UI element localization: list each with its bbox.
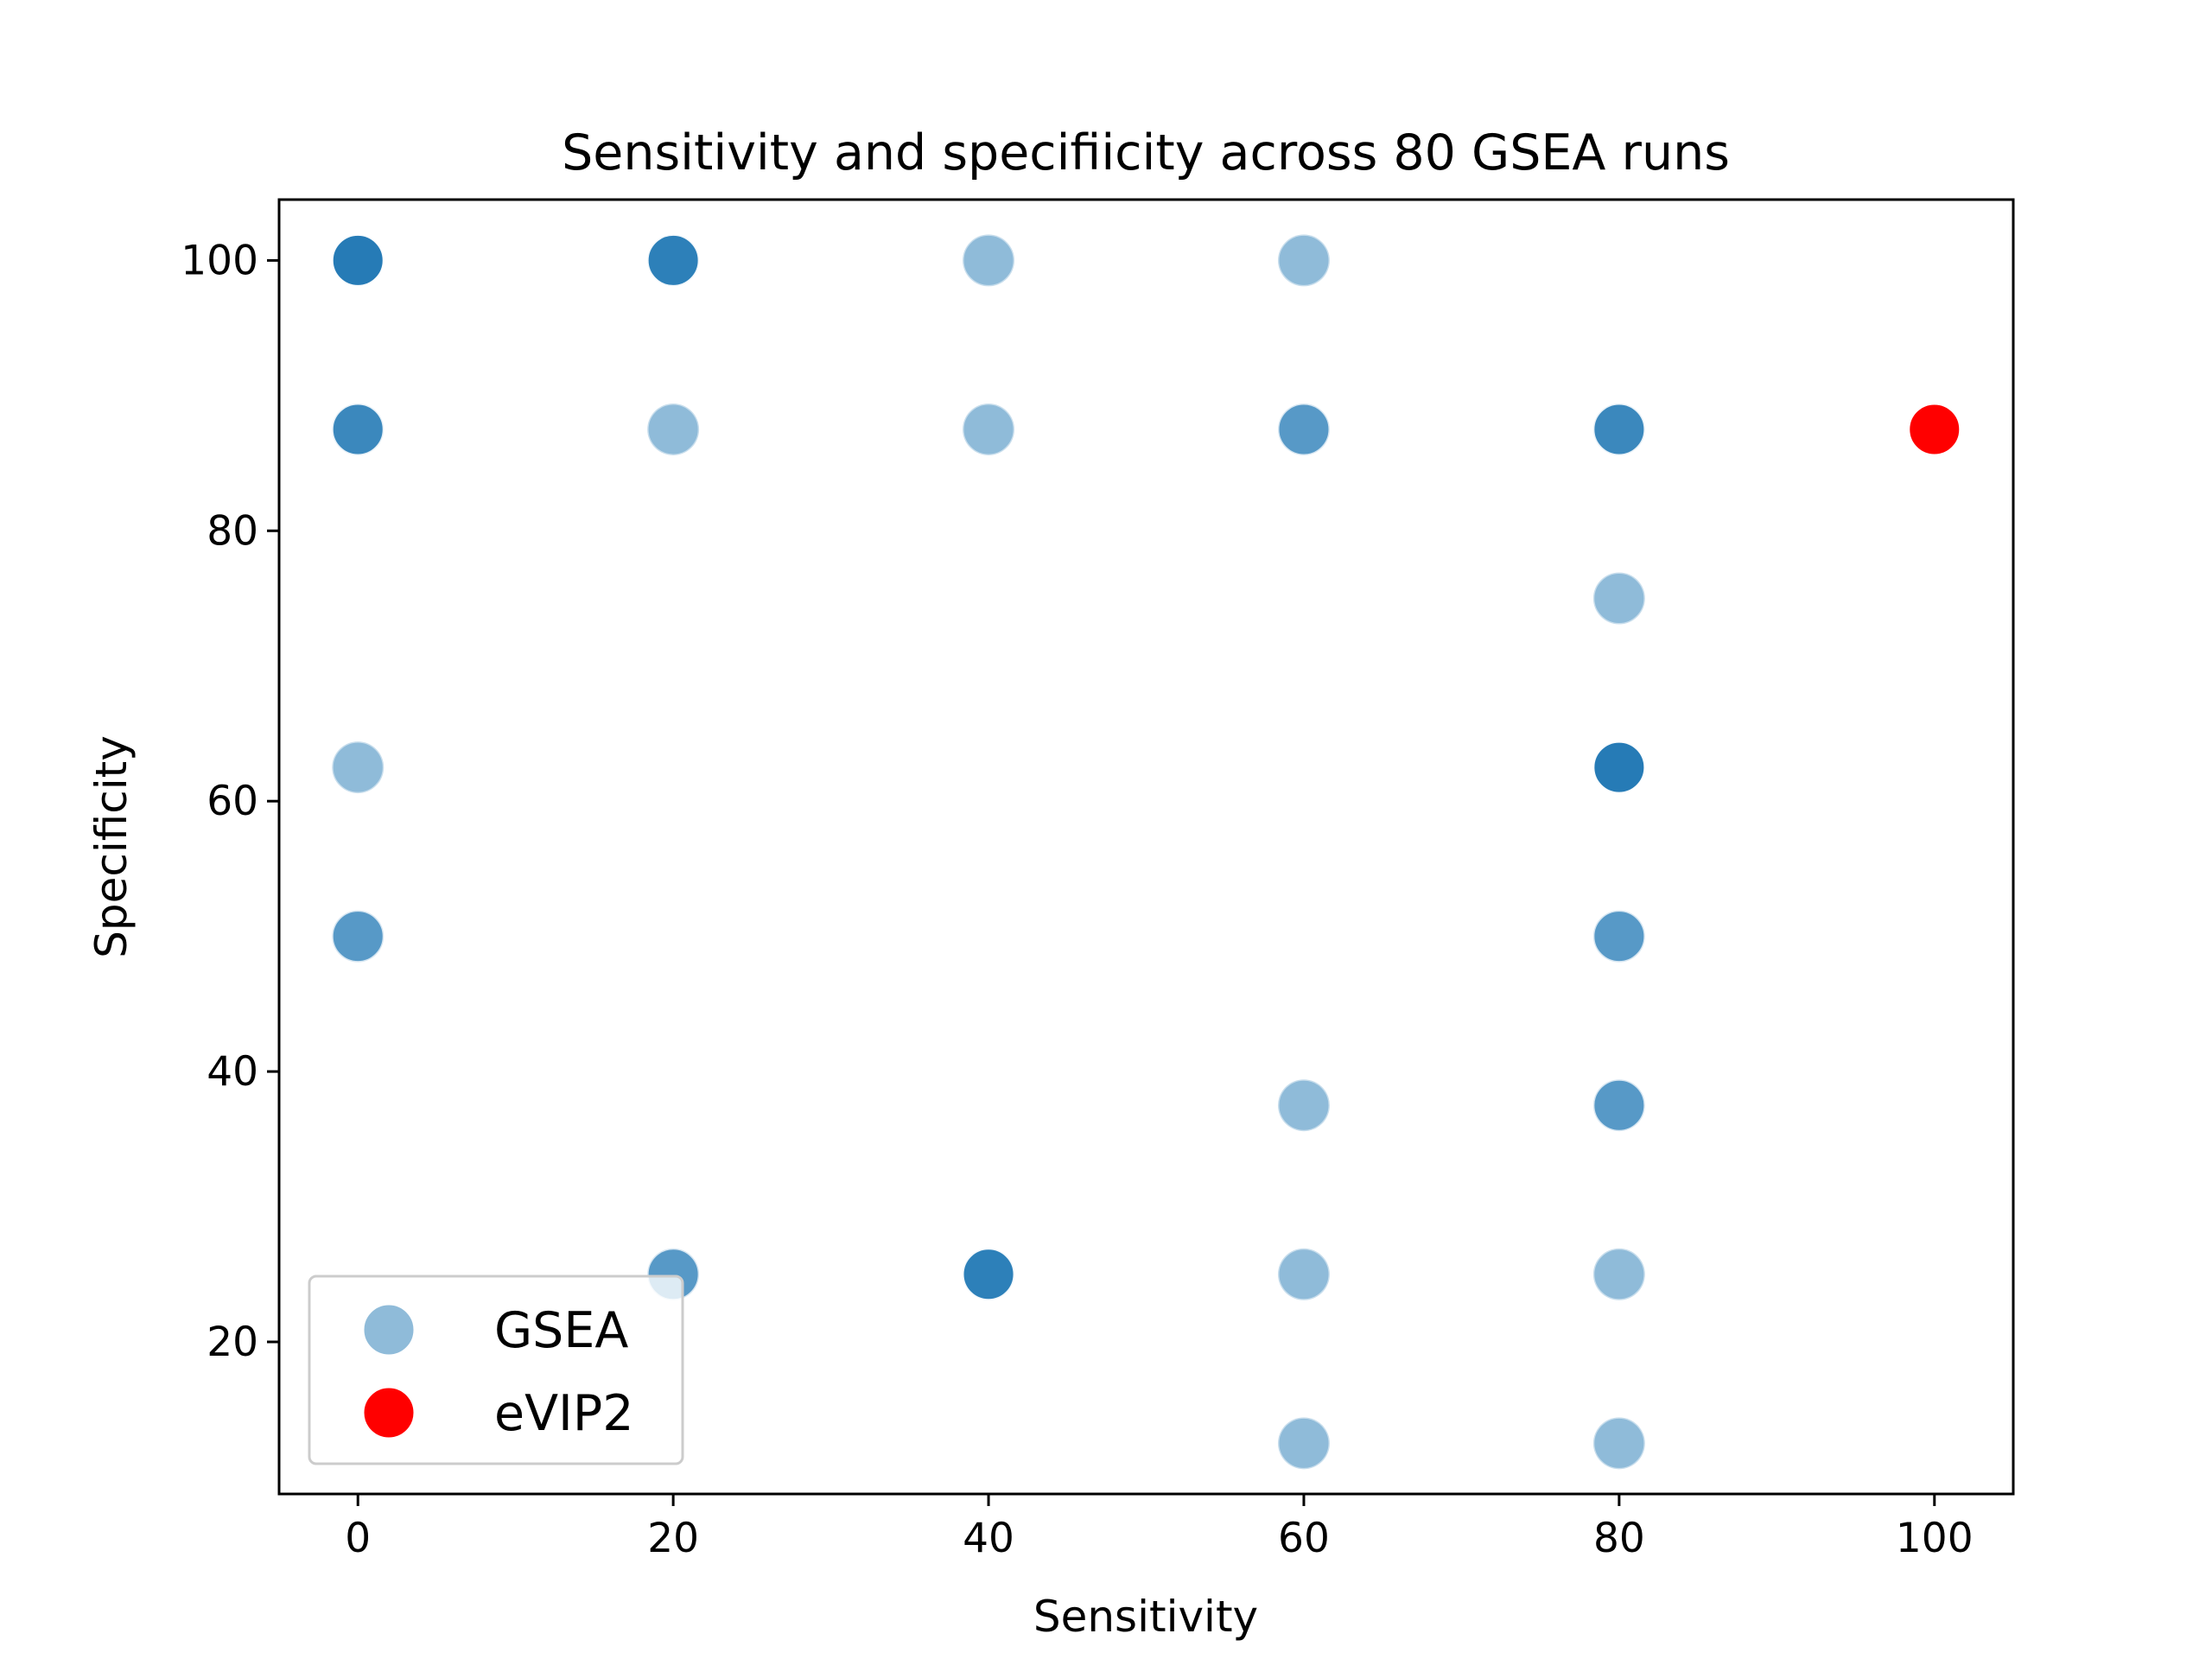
point-0-16 [1592, 571, 1647, 626]
point-0-14 [1276, 1415, 1332, 1471]
point-0-18 [1592, 909, 1647, 964]
series-0 [330, 232, 1647, 1471]
point-0-7 [961, 232, 1016, 288]
legend-label-0: GSEA [494, 1302, 628, 1359]
y-tick-label-4: 100 [181, 237, 258, 284]
x-tick-label-0: 0 [345, 1515, 371, 1562]
point-0-21 [1592, 1415, 1647, 1471]
legend-marker-1 [361, 1385, 416, 1440]
point-1-0 [1907, 402, 1962, 457]
y-axis-label: Specificity [86, 735, 137, 958]
point-0-8 [961, 402, 1016, 457]
point-0-13 [1276, 1247, 1332, 1302]
y-tick-label-3: 80 [207, 507, 258, 555]
legend-marker-0 [361, 1302, 416, 1357]
point-0-9 [961, 1247, 1016, 1302]
point-0-0 [330, 232, 385, 288]
point-0-12 [1276, 1077, 1332, 1133]
axis-ticks: 0 20 40 60 80 100 20 40 60 80 100 [181, 237, 1973, 1562]
point-0-5 [645, 402, 701, 457]
chart-title: Sensitivity and specifiicity across 80 G… [562, 124, 1730, 181]
point-0-1 [330, 402, 385, 457]
point-0-11 [1276, 402, 1332, 457]
legend-label-1: eVIP2 [494, 1385, 634, 1442]
point-0-15 [1592, 402, 1647, 457]
point-0-19 [1592, 1077, 1647, 1133]
x-axis-label: Sensitivity [1033, 1592, 1258, 1642]
x-tick-label-4: 80 [1593, 1515, 1645, 1562]
point-0-17 [1592, 740, 1647, 795]
y-tick-label-2: 60 [207, 778, 258, 825]
x-tick-label-5: 100 [1896, 1515, 1974, 1562]
point-0-2 [330, 740, 385, 795]
point-0-4 [645, 232, 701, 288]
point-0-20 [1592, 1247, 1647, 1302]
legend: GSEA eVIP2 [308, 1274, 684, 1465]
y-tick-label-0: 20 [207, 1319, 258, 1366]
x-tick-label-3: 60 [1278, 1515, 1330, 1562]
point-0-3 [330, 909, 385, 964]
data-points [330, 232, 1962, 1471]
series-1 [1907, 402, 1962, 457]
x-tick-label-1: 20 [647, 1515, 699, 1562]
axes-frame [277, 198, 2015, 1496]
y-tick-label-1: 40 [207, 1048, 258, 1096]
point-0-10 [1276, 232, 1332, 288]
x-tick-label-2: 40 [963, 1515, 1014, 1562]
